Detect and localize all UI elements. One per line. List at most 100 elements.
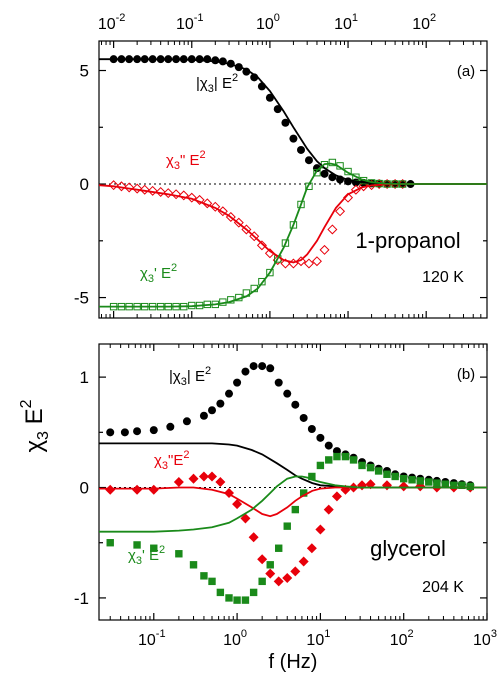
series-black-fit-line (99, 58, 487, 185)
series-label-imag: χ3" E2 (166, 149, 206, 172)
data-point (265, 93, 274, 102)
panel-tag: (b) (457, 366, 475, 383)
x-tick-exponent: 2 (408, 628, 414, 640)
data-point (216, 399, 225, 408)
data-point (206, 471, 218, 482)
data-point (320, 169, 329, 178)
series-red-fit-line (98, 183, 487, 264)
x-tick-label: 10-1 (176, 12, 204, 33)
data-point (166, 422, 175, 431)
series-green-fit-line (99, 475, 487, 533)
data-point (249, 362, 258, 371)
data-point (291, 505, 300, 514)
data-point (295, 256, 307, 267)
data-point (274, 378, 283, 387)
x-tick-label: 102 (412, 12, 436, 33)
y-tick-label: 5 (80, 62, 89, 81)
data-point (466, 482, 474, 491)
series-label-abs: |χ3| E2 (169, 365, 211, 388)
series-label-abs: |χ3| E2 (196, 72, 238, 95)
data-point (116, 181, 127, 192)
data-point (155, 186, 166, 197)
data-point (211, 56, 220, 65)
x-tick-exponent: 1 (324, 628, 330, 640)
data-point (232, 499, 243, 510)
x-tick-label: 102 (390, 628, 414, 649)
y-tick-label: 0 (80, 175, 89, 194)
data-point (200, 572, 208, 580)
data-point (266, 561, 274, 569)
series-green-markers (106, 452, 474, 604)
data-point (425, 478, 433, 486)
data-point (283, 389, 292, 398)
data-point (291, 400, 300, 409)
data-point (198, 471, 209, 482)
x-tick-exponent: 0 (274, 12, 280, 24)
sample-name: glycerol (370, 536, 446, 561)
data-point (289, 134, 298, 143)
data-point (175, 550, 183, 558)
x-tick-exponent: 1 (352, 12, 358, 24)
x-tick-base: 10 (306, 632, 324, 649)
data-point (365, 479, 376, 490)
data-point (194, 194, 205, 205)
data-point (257, 554, 268, 565)
data-point (324, 441, 333, 450)
data-point (266, 268, 274, 277)
data-point (178, 190, 189, 201)
y-tick-label: -5 (74, 289, 89, 308)
series-label-real: χ3' E2 (140, 262, 177, 285)
data-point (188, 473, 199, 484)
data-point (275, 544, 283, 552)
series-label-imag: χ3"E2 (154, 449, 189, 472)
x-tick-base: 10 (256, 16, 274, 33)
data-point (133, 427, 142, 436)
data-point (304, 156, 313, 165)
data-point (349, 456, 358, 464)
plot-frame (98, 343, 488, 621)
x-tick-label: 10-2 (98, 12, 126, 33)
data-point (450, 481, 458, 490)
x-tick-base: 10 (98, 16, 116, 33)
shared-y-axis-label: χ3 E2 (18, 399, 52, 452)
data-point (203, 55, 212, 64)
data-point (358, 461, 366, 470)
x-tick-exponent: 2 (430, 12, 436, 24)
x-tick-exponent: -2 (116, 12, 126, 24)
data-point (132, 183, 143, 194)
x-tick-base: 10 (223, 632, 241, 649)
data-point (341, 452, 350, 461)
data-point (374, 467, 383, 475)
data-point (358, 181, 369, 192)
data-point (416, 477, 424, 485)
data-point (441, 480, 450, 488)
data-point (108, 180, 119, 191)
data-point (189, 561, 198, 569)
data-point (335, 206, 346, 217)
data-point (182, 417, 191, 426)
x-tick-exponent: 0 (241, 628, 247, 640)
fit-line (99, 58, 487, 185)
data-point (325, 456, 333, 464)
series-green-fit-line (99, 162, 487, 308)
data-point (148, 484, 159, 495)
data-point (281, 239, 290, 247)
data-point (323, 504, 334, 515)
data-point (199, 411, 208, 420)
x-tick-exponent: 3 (491, 628, 497, 640)
data-point (225, 389, 234, 398)
data-point (391, 472, 399, 481)
x-tick-base: 10 (473, 632, 491, 649)
x-tick-label: 101 (306, 628, 330, 649)
data-point (281, 118, 290, 127)
data-point (399, 474, 408, 483)
data-point (216, 588, 225, 597)
data-point (233, 596, 241, 604)
x-tick-exponent: -1 (156, 628, 166, 640)
data-point (120, 428, 129, 437)
data-point (299, 413, 308, 422)
x-axis-label: f (Hz) (269, 651, 318, 673)
data-point (307, 425, 316, 434)
